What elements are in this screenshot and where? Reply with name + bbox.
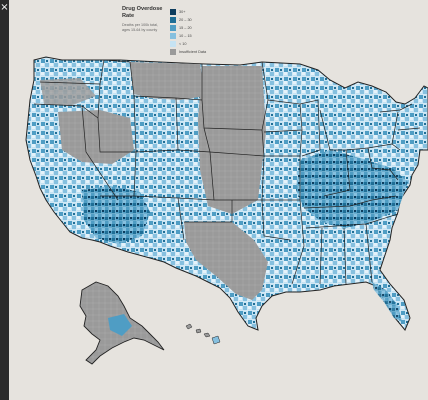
legend-title: Drug Overdose Rate bbox=[122, 6, 163, 19]
dark-region-southwest bbox=[82, 186, 150, 244]
dark-region-florida bbox=[372, 282, 402, 322]
close-icon[interactable]: × bbox=[0, 2, 9, 13]
legend-swatch bbox=[170, 41, 176, 48]
alaska-blue-region bbox=[108, 314, 132, 336]
side-panel: × bbox=[0, 0, 9, 400]
grey-region-montana bbox=[130, 62, 205, 100]
legend-items: 30+ 20 – 30 15 – 20 10 – 15 < 10 Insuffi… bbox=[170, 8, 206, 57]
legend-item: 10 – 15 bbox=[170, 33, 206, 40]
state-boundaries bbox=[33, 59, 421, 285]
legend-item: 15 – 20 bbox=[170, 24, 206, 31]
legend-label: Insufficient Data bbox=[179, 50, 207, 55]
grey-region-oregon bbox=[40, 78, 96, 106]
legend-swatch bbox=[170, 16, 176, 23]
legend-label: 15 – 20 bbox=[179, 25, 192, 30]
legend-label: 10 – 15 bbox=[179, 34, 192, 39]
legend: Drug Overdose Rate Deaths per 100k total… bbox=[122, 6, 232, 56]
grey-region-plains bbox=[198, 66, 266, 214]
legend-swatch bbox=[170, 33, 176, 40]
legend-label: 20 – 30 bbox=[179, 17, 192, 22]
legend-swatch bbox=[170, 49, 176, 56]
legend-item: 30+ bbox=[170, 8, 206, 15]
legend-label: 30+ bbox=[179, 9, 186, 14]
hawaii bbox=[185, 323, 221, 345]
legend-item: Insufficient Data bbox=[170, 49, 206, 56]
legend-item: < 10 bbox=[170, 41, 206, 48]
legend-swatch bbox=[170, 8, 176, 15]
grey-region-texas bbox=[184, 222, 268, 300]
legend-swatch bbox=[170, 24, 176, 31]
legend-label: < 10 bbox=[179, 42, 187, 47]
legend-item: 20 – 30 bbox=[170, 16, 206, 23]
grey-region-nevada-utah bbox=[58, 110, 134, 164]
dark-region-appalachia bbox=[296, 150, 408, 228]
legend-subtitle: Deaths per 100k total, ages 15-64 by cou… bbox=[122, 23, 159, 32]
